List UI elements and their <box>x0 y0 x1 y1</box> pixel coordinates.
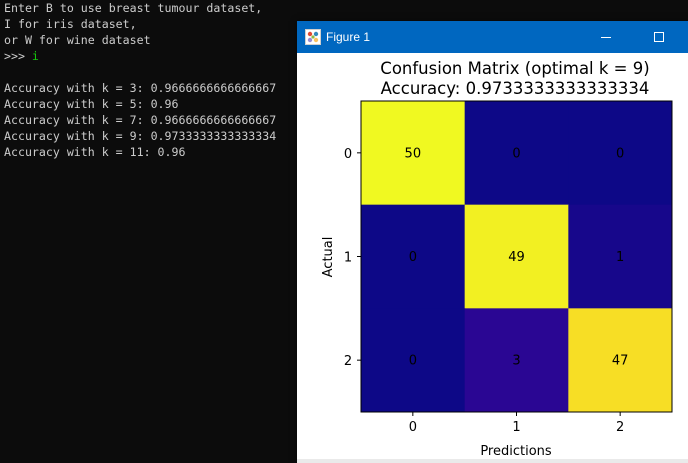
cell-value-label: 1 <box>616 250 624 265</box>
x-tick-label: 2 <box>616 420 624 435</box>
cell-value-label: 49 <box>508 250 525 265</box>
confusion-matrix-chart: Confusion Matrix (optimal k = 9) Accurac… <box>321 59 673 459</box>
y-tick-label: 0 <box>344 147 352 162</box>
x-axis-label: Predictions <box>480 444 552 459</box>
console-line: Accuracy with k = 5: 0.96 <box>4 97 179 111</box>
plot-area[interactable]: Confusion Matrix (optimal k = 9) Accurac… <box>297 53 688 463</box>
matrix-cell <box>464 101 569 206</box>
cell-value-label: 3 <box>512 354 520 369</box>
y-tick-label: 2 <box>344 354 352 369</box>
matrix-cell <box>464 308 569 413</box>
minimize-button[interactable] <box>583 21 629 53</box>
y-axis-label: Actual <box>321 237 336 278</box>
chart-title: Confusion Matrix (optimal k = 9) <box>380 59 649 78</box>
matrix-cell <box>361 204 466 309</box>
x-tick-label: 0 <box>409 420 417 435</box>
console-line: I for iris dataset, <box>4 17 137 31</box>
cell-value-label: 50 <box>405 146 422 161</box>
cell-value-label: 0 <box>512 146 520 161</box>
console-line: Accuracy with k = 9: 0.9733333333333334 <box>4 129 277 143</box>
matrix-cell <box>464 204 569 309</box>
matrix-cell <box>568 308 673 413</box>
cell-value-label: 0 <box>409 354 417 369</box>
matrix-cell <box>568 101 673 206</box>
console-line: Accuracy with k = 3: 0.9666666666666667 <box>4 81 277 95</box>
figure-bottom-strip <box>297 459 688 463</box>
matrix-cell <box>361 101 466 206</box>
cell-value-label: 0 <box>616 146 624 161</box>
figure-titlebar[interactable]: Figure 1 <box>297 21 688 53</box>
y-tick-label: 1 <box>344 251 352 266</box>
console-prompt: >>> <box>4 49 32 63</box>
cell-value-label: 47 <box>612 354 629 369</box>
figure-window[interactable]: Figure 1 Confusion Matrix (optimal k = 9… <box>297 21 688 463</box>
minimize-icon <box>601 37 611 38</box>
chart-subtitle: Accuracy: 0.9733333333333334 <box>381 79 650 98</box>
maximize-button[interactable] <box>636 21 682 53</box>
matrix-cell <box>568 204 673 309</box>
console-line: Enter B to use breast tumour dataset, <box>4 1 263 15</box>
figure-window-title: Figure 1 <box>326 30 371 44</box>
console-prompt-line[interactable]: >>> i <box>4 48 39 64</box>
console-line: Accuracy with k = 11: 0.96 <box>4 145 186 159</box>
console-prompt-input[interactable]: i <box>31 49 39 63</box>
console-line: Accuracy with k = 7: 0.9666666666666667 <box>4 113 277 127</box>
cell-value-label: 0 <box>409 250 417 265</box>
figure-app-icon <box>305 29 321 45</box>
x-tick-label: 1 <box>512 420 520 435</box>
console-line: or W for wine dataset <box>4 33 151 47</box>
matrix-cell <box>361 308 466 413</box>
maximize-icon <box>654 32 664 42</box>
